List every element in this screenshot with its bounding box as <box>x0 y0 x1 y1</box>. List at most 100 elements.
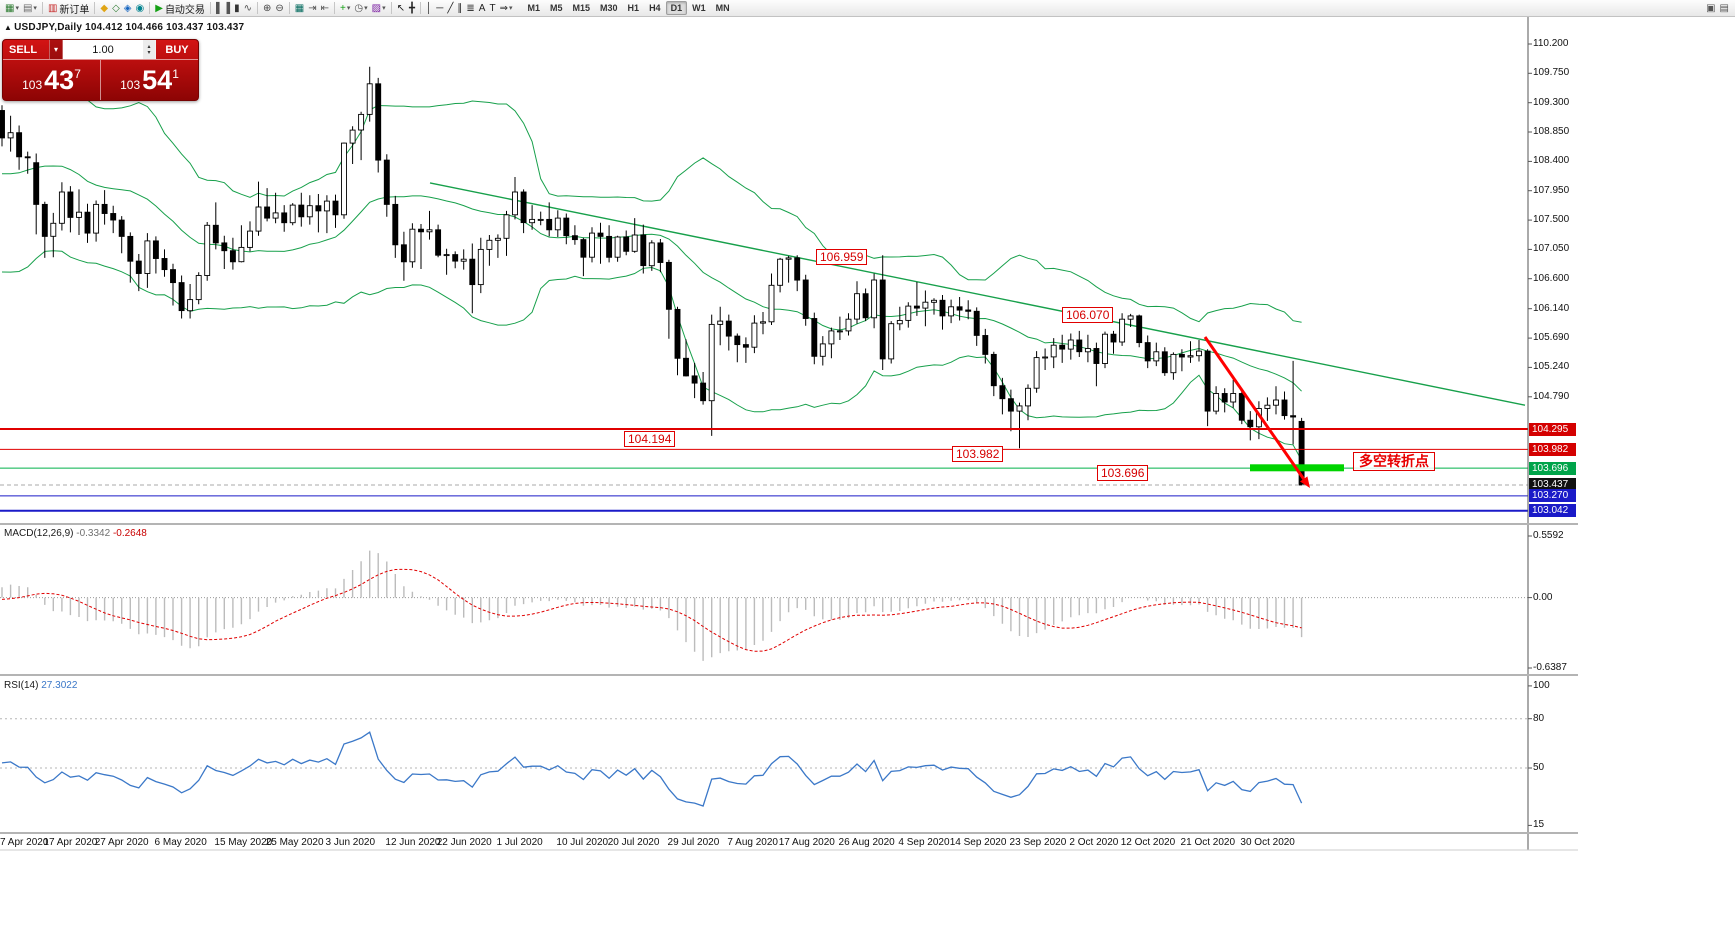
toolbar-separator <box>420 2 422 14</box>
new-chart-dropdown-icon[interactable]: ▾ <box>15 5 19 12</box>
new-order-button[interactable]: ▥ 新订单 <box>46 1 91 16</box>
navigator-icon: ◈ <box>123 2 132 14</box>
timeframe-m30-button[interactable]: M30 <box>600 3 618 13</box>
chart-line-button[interactable]: ∿ <box>242 1 254 16</box>
buy-price-big: 54 <box>142 64 173 95</box>
autotrading-label: 自动交易 <box>164 4 205 16</box>
autotrading-button[interactable]: ▶ 自动交易 <box>153 1 207 16</box>
crosshair-icon: ╋ <box>409 2 416 14</box>
window-list-icon: ▤ <box>1719 3 1729 14</box>
auto-scroll-button[interactable]: ⇥ <box>306 1 318 16</box>
zoom-out-button[interactable]: ⊖ <box>273 1 285 16</box>
arrows-icon: ⇒ <box>499 2 508 14</box>
rsi-name: RSI(14) <box>4 680 39 691</box>
zoom-out-icon: ⊖ <box>275 2 284 14</box>
volume-spinner[interactable]: ▴ ▾ <box>143 40 156 59</box>
vertical-line-icon: │ <box>426 2 433 14</box>
terminal-icon: ◉ <box>135 2 145 14</box>
sell-price-sup: 7 <box>74 67 81 81</box>
trendline-button[interactable]: ╱ <box>445 1 455 16</box>
zoom-in-icon: ⊕ <box>263 2 272 14</box>
window-restore-icon: ▣ <box>1706 3 1716 14</box>
window-list-button[interactable]: ▤ <box>1718 1 1731 16</box>
timeframe-w1-button[interactable]: W1 <box>692 3 706 13</box>
trendline-icon: ╱ <box>447 2 454 14</box>
sell-label[interactable]: SELL <box>9 43 38 56</box>
chart-candles-button[interactable]: ▮ <box>232 1 242 16</box>
profiles-dropdown-icon[interactable]: ▾ <box>33 5 37 12</box>
buy-price-button[interactable]: 103 54 1 <box>101 60 198 100</box>
chart-bars-button[interactable]: ▌▐ <box>214 1 232 16</box>
crosshair-button[interactable]: ╋ <box>407 1 417 16</box>
toolbar-separator <box>41 2 43 14</box>
periods-icon: ◷ <box>354 2 364 14</box>
sell-price-prefix: 103 <box>22 78 43 92</box>
periods-dropdown-icon[interactable]: ▾ <box>364 5 368 12</box>
chart-bars-icon: ▌▐ <box>215 2 231 14</box>
new-chart-button[interactable]: ▦ ▾ <box>3 1 21 16</box>
timeframe-h1-button[interactable]: H1 <box>627 3 640 13</box>
spinner-up-icon[interactable]: ▴ <box>147 43 151 50</box>
rsi-indicator-label: RSI(14) 27.3022 <box>4 680 77 691</box>
zoom-in-button[interactable]: ⊕ <box>261 1 273 16</box>
templates-button[interactable]: ▨ ▾ <box>370 1 388 16</box>
chart-candles-icon: ▮ <box>234 2 240 14</box>
navigator-button[interactable]: ◈ <box>122 1 134 16</box>
buy-price-sup: 1 <box>172 67 179 81</box>
chart-title: ▲ USDJPY,Daily 104.412 104.466 103.437 10… <box>4 22 244 33</box>
autotrading-icon: ▶ <box>155 2 163 14</box>
trade-panel-top-row: SELL ▾ 1.00 ▴ ▾ BUY <box>3 40 198 60</box>
descending-trendline[interactable] <box>429 182 1526 406</box>
chart-shift-button[interactable]: ⇤ <box>319 1 331 16</box>
timeframe-m5-button[interactable]: M5 <box>550 3 563 13</box>
text-label-button[interactable]: T <box>487 1 497 16</box>
arrows-button[interactable]: ⇒ ▾ <box>498 1 515 16</box>
volume-input[interactable]: 1.00 <box>63 40 143 59</box>
indicators-button[interactable]: + ▾ <box>338 1 352 16</box>
red-trend-arrow[interactable] <box>1203 336 1310 488</box>
toolbar-separator <box>334 2 336 14</box>
indicators-dropdown-icon[interactable]: ▾ <box>346 5 351 12</box>
cursor-button[interactable]: ↖ <box>395 1 407 16</box>
timeframe-h4-button[interactable]: H4 <box>649 3 661 13</box>
chart-frame <box>0 17 1578 851</box>
timeframe-mn-button[interactable]: MN <box>715 3 730 13</box>
text-button[interactable]: A <box>477 1 488 16</box>
new-chart-icon: ▦ <box>5 2 15 14</box>
arrows-dropdown-icon[interactable]: ▾ <box>508 5 513 12</box>
toolbar-separator <box>390 2 392 14</box>
data-window-button[interactable]: ◇ <box>110 1 122 16</box>
toolbar-right-icons: ▣ ▤ <box>1704 1 1731 16</box>
tile-windows-button[interactable]: ▦ <box>293 1 306 16</box>
templates-dropdown-icon[interactable]: ▾ <box>382 5 386 12</box>
window-restore-button[interactable]: ▣ <box>1704 1 1717 16</box>
fibonacci-button[interactable]: ≣ <box>464 1 476 16</box>
terminal-button[interactable]: ◉ <box>134 1 147 16</box>
chart-title-text: USDJPY,Daily 104.412 104.466 103.437 103… <box>14 22 245 33</box>
candlesticks <box>0 66 1305 486</box>
periods-button[interactable]: ◷ ▾ <box>352 1 369 16</box>
horizontal-line-button[interactable]: ─ <box>434 1 445 16</box>
horizontal-line-icon: ─ <box>436 2 444 14</box>
timeframe-d1-button[interactable]: D1 <box>665 1 688 15</box>
indicators-icon: + <box>340 2 346 14</box>
equidistant-channel-icon: ∥ <box>457 2 463 14</box>
order-options-dropdown[interactable]: ▾ <box>49 40 63 59</box>
market-watch-button[interactable]: ◆ <box>98 1 110 16</box>
equidistant-channel-button[interactable]: ∥ <box>455 1 464 16</box>
data-window-icon: ◇ <box>112 2 120 14</box>
sell-price-button[interactable]: 103 43 7 <box>3 60 100 100</box>
vertical-line-button[interactable]: │ <box>424 1 434 16</box>
profiles-button[interactable]: ▤ ▾ <box>21 1 39 16</box>
macd-main-value: -0.3342 <box>76 528 111 539</box>
timeframe-m1-button[interactable]: M1 <box>527 3 540 13</box>
rsi-level-lines <box>0 718 1528 769</box>
text-label-icon: T <box>489 2 496 14</box>
sell-price-big: 43 <box>44 64 75 95</box>
auto-scroll-icon: ⇥ <box>308 2 317 14</box>
timeframe-group: M1 M5 M15 M30 H1 H4 D1 W1 MN <box>522 1 734 15</box>
timeframe-m15-button[interactable]: M15 <box>572 3 591 13</box>
spinner-down-icon[interactable]: ▾ <box>147 49 151 56</box>
buy-label[interactable]: BUY <box>165 43 189 56</box>
